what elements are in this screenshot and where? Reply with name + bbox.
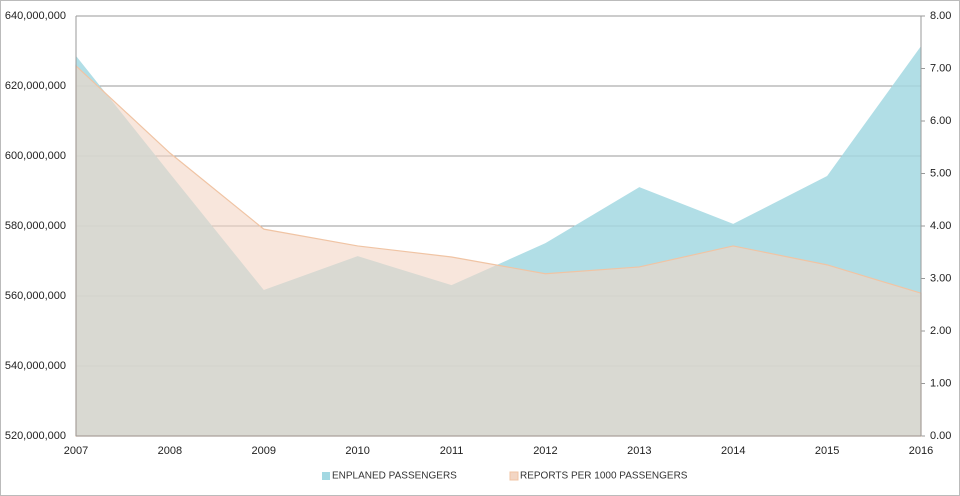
y2-tick-label: 1.00 <box>930 377 951 389</box>
y2-tick-label: 0.00 <box>930 430 951 442</box>
legend-label: ENPLANED PASSENGERS <box>332 471 457 482</box>
x-tick-label: 2014 <box>721 445 745 457</box>
x-tick-label: 2010 <box>345 445 369 457</box>
y2-tick-label: 3.00 <box>930 272 951 284</box>
y-tick-label: 540,000,000 <box>5 360 66 372</box>
legend-label: REPORTS PER 1000 PASSENGERS <box>520 471 688 482</box>
x-tick-label: 2016 <box>909 445 933 457</box>
y2-tick-label: 5.00 <box>930 167 951 179</box>
y2-tick-label: 2.00 <box>930 325 951 337</box>
y-tick-label: 560,000,000 <box>5 290 66 302</box>
x-tick-label: 2011 <box>440 445 464 457</box>
legend-swatch <box>509 471 519 481</box>
legend: ENPLANED PASSENGERS REPORTS PER 1000 PASS… <box>322 471 688 482</box>
legend-swatch <box>322 472 330 480</box>
x-tick-label: 2009 <box>252 445 276 457</box>
x-tick-label: 2012 <box>533 445 557 457</box>
y-tick-label: 600,000,000 <box>5 150 66 162</box>
y-tick-label: 640,000,000 <box>5 10 66 22</box>
y2-tick-label: 4.00 <box>930 220 951 232</box>
y2-tick-label: 7.00 <box>930 62 951 74</box>
y2-tick-label: 8.00 <box>930 10 951 22</box>
y-tick-label: 520,000,000 <box>5 430 66 442</box>
y-tick-label: 580,000,000 <box>5 220 66 232</box>
y2-tick-label: 6.00 <box>930 115 951 127</box>
x-tick-label: 2013 <box>627 445 651 457</box>
x-tick-label: 2015 <box>815 445 839 457</box>
y-tick-label: 620,000,000 <box>5 80 66 92</box>
x-tick-label: 2007 <box>64 445 88 457</box>
x-tick-label: 2008 <box>158 445 182 457</box>
